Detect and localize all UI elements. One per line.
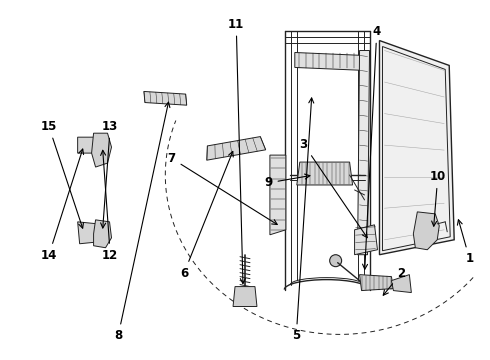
Circle shape (330, 255, 342, 267)
Circle shape (428, 227, 438, 237)
Polygon shape (144, 91, 187, 105)
Text: 4: 4 (363, 25, 381, 269)
Text: 8: 8 (114, 102, 170, 342)
Circle shape (336, 169, 343, 177)
Polygon shape (207, 136, 266, 160)
Text: 11: 11 (228, 18, 245, 284)
Circle shape (98, 236, 105, 244)
Text: 12: 12 (100, 150, 119, 262)
Text: 15: 15 (41, 120, 83, 228)
Text: 13: 13 (100, 120, 119, 228)
Circle shape (238, 289, 252, 303)
Text: 9: 9 (264, 174, 310, 189)
Circle shape (83, 234, 89, 240)
Polygon shape (270, 155, 286, 235)
Circle shape (331, 164, 348, 182)
Circle shape (91, 142, 100, 152)
Polygon shape (77, 222, 99, 244)
Polygon shape (360, 275, 393, 291)
Circle shape (81, 146, 87, 152)
Circle shape (94, 232, 98, 236)
Circle shape (242, 293, 248, 300)
Text: 3: 3 (299, 138, 367, 238)
Text: 5: 5 (292, 98, 314, 342)
Polygon shape (77, 137, 98, 153)
Circle shape (396, 280, 404, 288)
Polygon shape (414, 212, 439, 250)
Circle shape (80, 139, 88, 147)
Text: 10: 10 (430, 170, 446, 226)
Polygon shape (295, 53, 365, 71)
Text: 1: 1 (457, 220, 474, 265)
Circle shape (98, 138, 105, 145)
Polygon shape (297, 162, 353, 185)
Circle shape (100, 224, 107, 231)
Polygon shape (358, 50, 369, 255)
Polygon shape (392, 275, 412, 293)
Polygon shape (379, 41, 454, 255)
Circle shape (99, 151, 107, 159)
Circle shape (94, 145, 98, 149)
Circle shape (80, 225, 88, 233)
Polygon shape (94, 220, 112, 248)
Text: 7: 7 (168, 152, 277, 225)
Polygon shape (233, 287, 257, 306)
Circle shape (91, 229, 100, 239)
Circle shape (421, 236, 429, 244)
Circle shape (421, 220, 429, 228)
Polygon shape (355, 225, 377, 255)
Text: 6: 6 (180, 152, 233, 280)
Text: 14: 14 (41, 149, 84, 262)
Polygon shape (92, 133, 112, 167)
Text: 2: 2 (383, 267, 405, 295)
